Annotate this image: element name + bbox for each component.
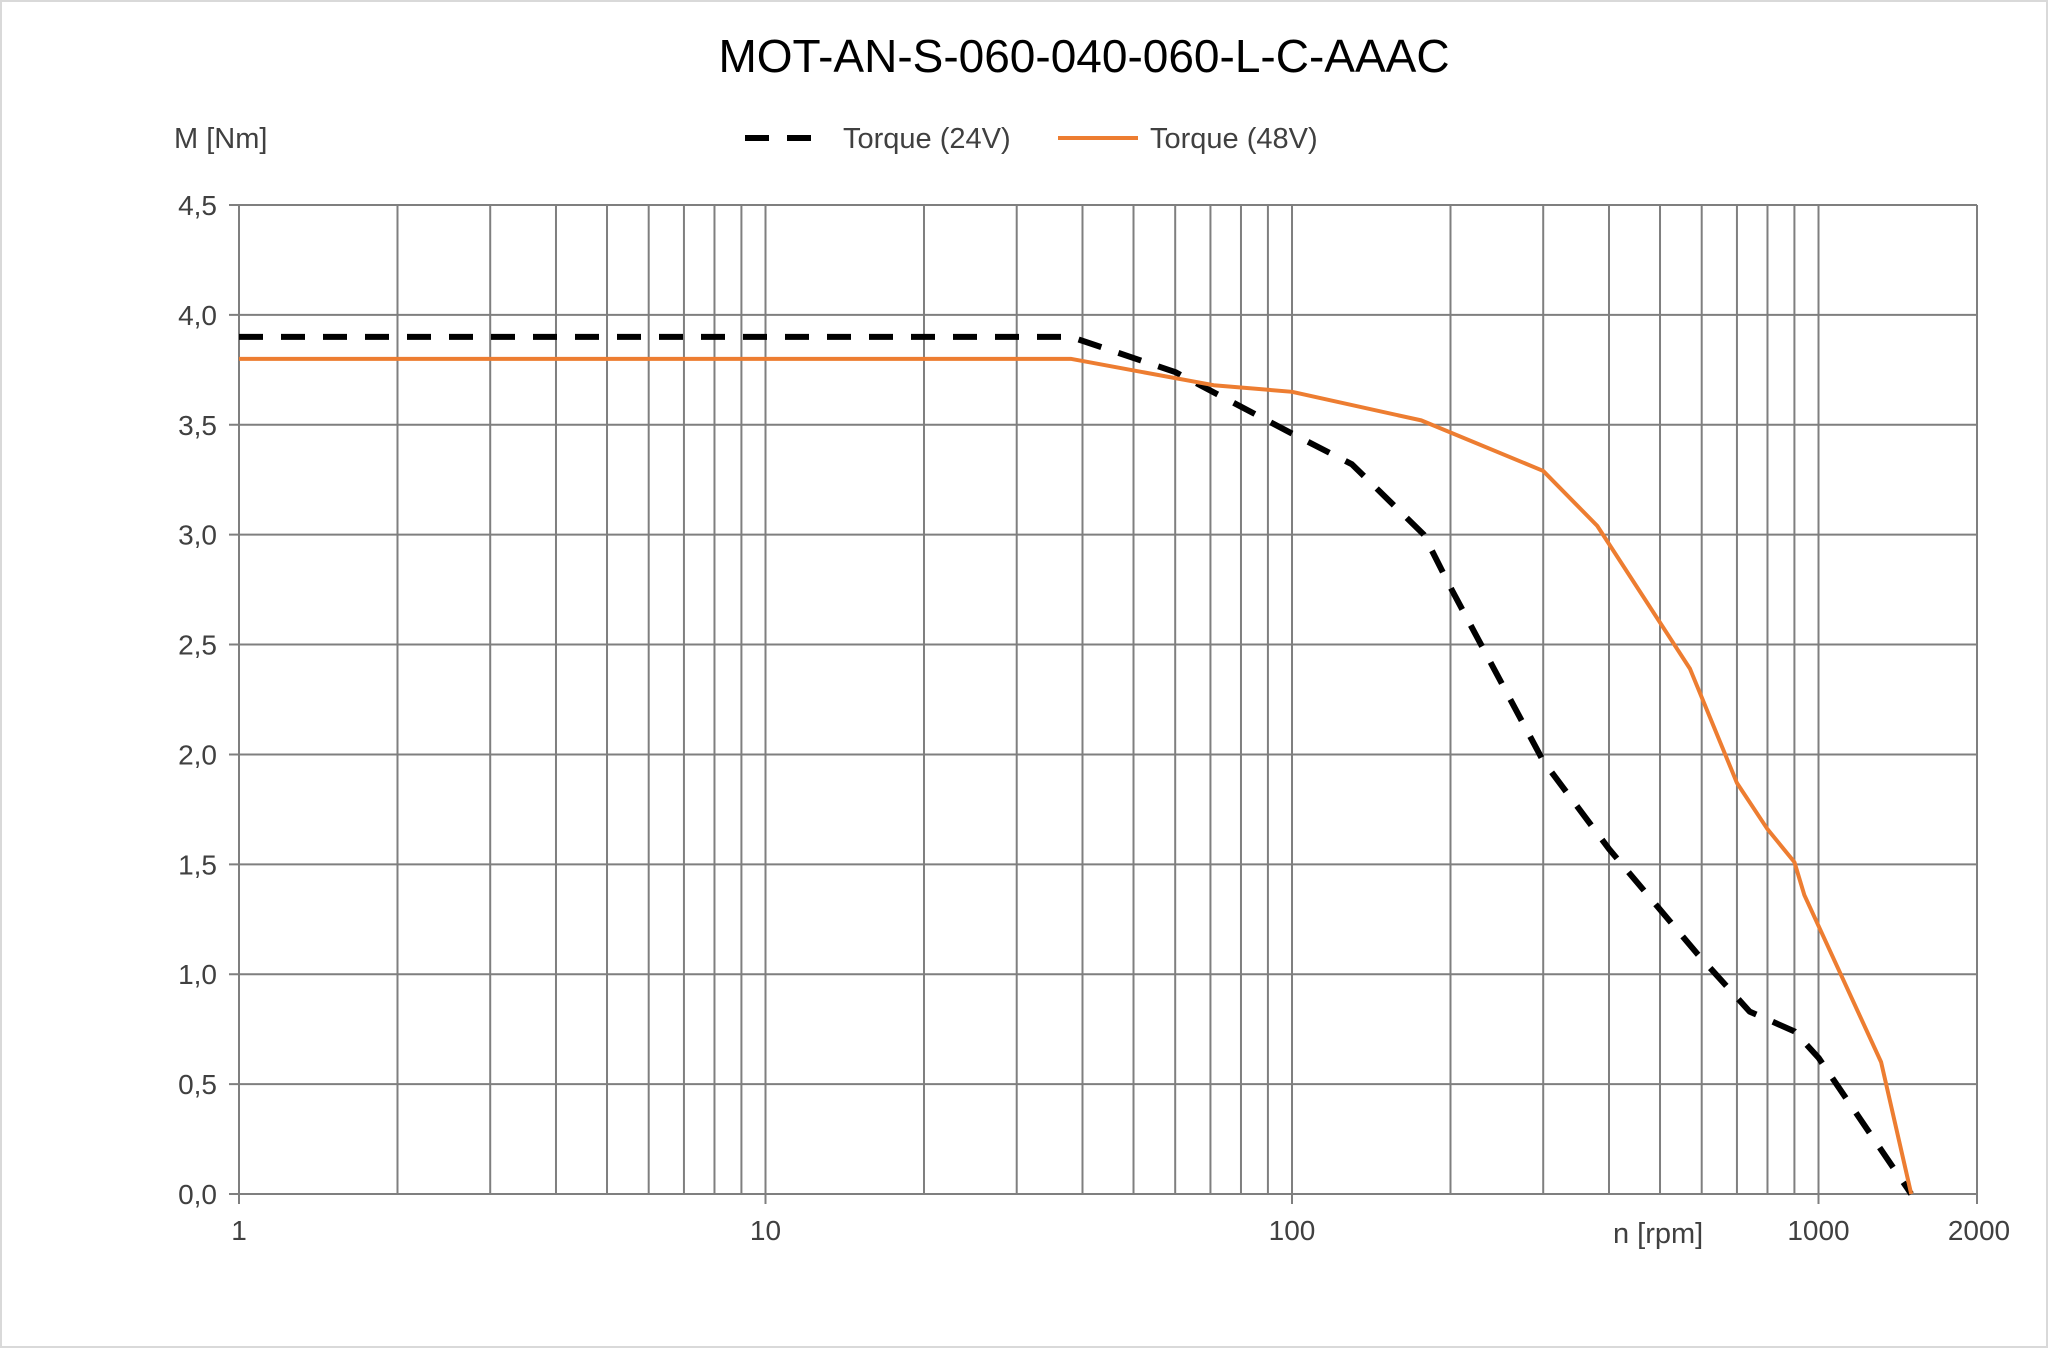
chart-title: MOT-AN-S-060-040-060-L-C-AAAC bbox=[718, 30, 1449, 82]
y-tick-label: 2,5 bbox=[178, 630, 217, 661]
x-tick-label: 10 bbox=[750, 1215, 781, 1246]
y-axis-label: M [Nm] bbox=[174, 123, 267, 155]
y-tick-label: 3,0 bbox=[178, 520, 217, 551]
x-axis-label: n [rpm] bbox=[1613, 1218, 1703, 1250]
legend-label: Torque (48V) bbox=[1150, 123, 1318, 155]
x-tick-label: 100 bbox=[1269, 1215, 1316, 1246]
y-tick-label: 4,5 bbox=[178, 190, 217, 221]
y-tick-label: 0,0 bbox=[178, 1179, 217, 1210]
y-tick-label: 1,5 bbox=[178, 849, 217, 880]
y-tick-label: 2,0 bbox=[178, 739, 217, 770]
y-tick-label: 3,5 bbox=[178, 410, 217, 441]
y-tick-label: 1,0 bbox=[178, 959, 217, 990]
x-tick-label: 2000 bbox=[1948, 1215, 2010, 1246]
y-tick-label: 4,0 bbox=[178, 300, 217, 331]
legend-label: Torque (24V) bbox=[843, 123, 1011, 155]
x-tick-label: 1000 bbox=[1787, 1215, 1849, 1246]
series-line-1 bbox=[239, 333, 1914, 1196]
y-tick-label: 0,5 bbox=[178, 1069, 217, 1100]
series-line-2 bbox=[239, 356, 1914, 1195]
x-tick-label: 1 bbox=[231, 1215, 247, 1246]
